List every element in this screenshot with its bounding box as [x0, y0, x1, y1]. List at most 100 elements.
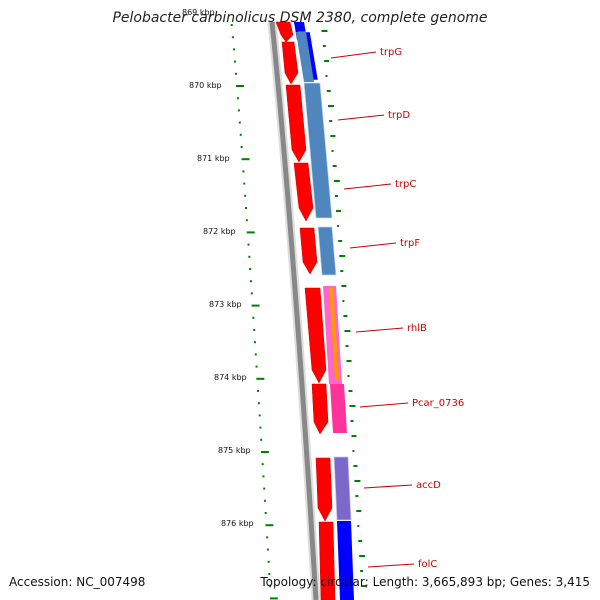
gc-dash: [269, 597, 278, 600]
gene-trpD[interactable]: [303, 82, 333, 219]
gc-dash: [329, 120, 333, 122]
gc-dash: [360, 570, 364, 572]
gc-skew-track: [230, 24, 367, 600]
forward-strand-track: [275, 21, 336, 600]
gc-dash: [339, 255, 346, 257]
gc-dash: [236, 97, 239, 100]
gene-label-trpD[interactable]: trpD: [388, 110, 410, 121]
topology-label: Topology: circular; Length: 3,665,893 bp…: [260, 575, 590, 589]
gc-dash: [355, 495, 359, 497]
gene-trpF[interactable]: [317, 226, 337, 276]
leader-trpC: [343, 183, 392, 190]
gc-dash: [255, 365, 258, 368]
cds-arrow-3[interactable]: [285, 84, 307, 163]
leader-pcar-0736: [359, 402, 409, 408]
cds-arrow-7[interactable]: [311, 383, 329, 435]
gc-dash: [253, 341, 256, 344]
gene-label-pcar-0736[interactable]: Pcar_0736: [412, 398, 464, 409]
gene-label-folC[interactable]: folC: [418, 559, 437, 570]
tick-label-871: 871 kbp: [197, 154, 230, 163]
gc-dash: [337, 225, 340, 227]
gc-dash: [244, 194, 247, 197]
gc-dash: [325, 75, 328, 77]
gc-dash: [342, 300, 345, 302]
gc-dash: [330, 135, 336, 137]
gene-label-trpG[interactable]: trpG: [380, 47, 402, 58]
gc-dash: [232, 48, 235, 51]
gene-label-rhlB[interactable]: rhlB: [407, 323, 427, 334]
tick-label-873: 873 kbp: [209, 300, 242, 309]
gc-dash: [338, 240, 343, 242]
gc-dash: [260, 438, 263, 441]
gc-dash: [348, 390, 353, 392]
gc-dash: [361, 585, 367, 587]
gc-dash: [249, 268, 252, 270]
gc-dash: [266, 548, 269, 551]
gc-dash: [328, 105, 335, 107]
leader-trpG: [330, 51, 377, 59]
tick-label-874: 874 kbp: [214, 373, 247, 382]
tick-labels: 869 kbp 870 kbp 871 kbp 872 kbp 873 kbp …: [182, 8, 254, 528]
tick-label-876: 876 kbp: [221, 519, 254, 528]
gc-dash: [359, 555, 366, 557]
gc-dash: [234, 72, 237, 75]
gc-dash: [324, 60, 330, 62]
gene-folC[interactable]: [337, 521, 354, 600]
gc-dash: [332, 165, 337, 167]
gc-dash: [358, 540, 363, 542]
gc-dash: [265, 524, 274, 527]
cds-arrow-9[interactable]: [318, 521, 336, 600]
cds-arrow-6[interactable]: [304, 287, 327, 384]
label-leaders: [330, 51, 415, 568]
gc-dash: [256, 377, 265, 380]
gene-pcar-0736[interactable]: [330, 384, 347, 433]
accession-label: Accession: NC_007498: [9, 575, 146, 589]
gc-dash: [253, 329, 256, 331]
gc-dash: [351, 435, 357, 437]
gc-dash: [357, 525, 360, 527]
gc-dash: [231, 36, 234, 39]
gc-dash: [268, 573, 271, 575]
cds-arrow-2[interactable]: [281, 41, 299, 85]
gc-dash: [240, 146, 243, 148]
gc-dash: [340, 270, 344, 272]
gc-dash: [353, 465, 358, 467]
cds-arrow-4[interactable]: [293, 162, 314, 222]
cds-arrow-5[interactable]: [299, 227, 318, 275]
gene-trpG-blue[interactable]: [296, 32, 314, 82]
gc-dash: [354, 480, 361, 482]
gc-dash: [262, 475, 265, 478]
leader-trpF: [349, 242, 397, 249]
gene-label-trpF[interactable]: trpF: [400, 238, 420, 249]
gene-label-accD[interactable]: accD: [416, 480, 441, 491]
gc-dash: [230, 24, 233, 26]
gene-labels: trpG trpD trpC trpF rhlB Pcar_0736 accD …: [380, 47, 464, 570]
gc-dash: [260, 451, 269, 453]
cds-arrow-1[interactable]: [275, 21, 294, 43]
gc-dash: [352, 450, 355, 452]
gc-dash: [321, 30, 328, 32]
gc-dash: [341, 285, 347, 287]
gc-dash: [244, 207, 247, 209]
leader-rhlB: [355, 327, 404, 333]
gene-label-trpC[interactable]: trpC: [395, 179, 416, 190]
gc-dash: [259, 426, 262, 429]
gc-dash: [233, 60, 236, 63]
cds-arrow-8[interactable]: [315, 457, 333, 522]
gc-dash: [257, 402, 260, 405]
gc-dash: [345, 345, 349, 347]
gc-dash: [343, 315, 348, 317]
gc-dash: [263, 487, 266, 490]
gc-dash: [347, 375, 350, 377]
gc-dash: [250, 292, 253, 295]
gc-dash: [269, 585, 272, 588]
gene-rhlB-stripe: [329, 288, 339, 380]
gc-dash: [266, 536, 269, 539]
gc-dash: [263, 499, 266, 502]
tick-label-869: 869 kbp: [182, 8, 215, 17]
gene-accD[interactable]: [333, 456, 352, 521]
gc-dash: [235, 85, 244, 87]
gc-dash: [241, 158, 250, 161]
gc-dash: [333, 180, 340, 182]
